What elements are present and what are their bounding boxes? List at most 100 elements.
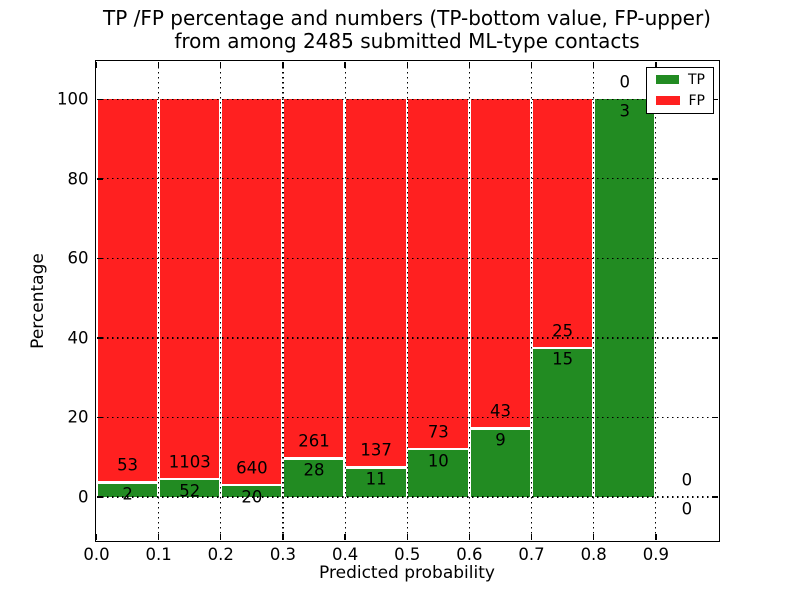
legend-entry-fp: FP	[656, 94, 705, 108]
y-tick-left-100	[96, 98, 103, 100]
y-tick-right-60	[711, 257, 718, 260]
gridline-x-0.2	[220, 61, 222, 540]
x-tick-top-0.1	[157, 61, 160, 68]
x-tick-bottom-0.6	[468, 533, 471, 540]
bar-segment-fp-2	[222, 99, 282, 484]
bar-segment-tp-3	[284, 459, 344, 498]
fp-count-label-8: 0	[619, 72, 631, 92]
tp-count-label-9: 0	[681, 499, 693, 519]
fp-count-label-7: 25	[552, 321, 574, 341]
x-tick-bottom-0.2	[220, 533, 222, 540]
fp-count-label-9: 0	[681, 470, 693, 490]
tp-count-label-2: 20	[241, 487, 263, 507]
fp-count-label-2: 640	[236, 458, 268, 478]
x-tick-top-0.4	[344, 61, 346, 68]
bar-segment-fp-0	[97, 99, 158, 482]
chart-title-line2: from among 2485 submitted ML-type contac…	[174, 29, 640, 53]
x-tick-bottom-0.3	[282, 533, 284, 540]
x-tick-top-0.2	[220, 61, 222, 68]
fp-count-label-6: 43	[489, 401, 511, 421]
gridline-x-0.5	[406, 61, 408, 540]
x-tick-bottom-0.4	[344, 533, 346, 540]
gridline-y-40	[96, 337, 718, 339]
x-tick-label-0.4: 0.4	[331, 545, 359, 564]
x-tick-top-0.5	[406, 61, 408, 68]
bar-segment-tp-5	[408, 450, 468, 498]
chart-title-line1: TP /FP percentage and numbers (TP-bottom…	[103, 6, 711, 30]
x-tick-label-0.7: 0.7	[518, 545, 545, 564]
y-tick-left-0	[96, 496, 103, 498]
y-axis-label: Percentage	[28, 253, 48, 349]
chart-title: TP /FP percentage and numbers (TP-bottom…	[103, 7, 711, 53]
bar-segment-tp-8	[594, 99, 655, 498]
bar-segment-fp-7	[532, 99, 593, 347]
x-tick-top-0.6	[468, 61, 471, 68]
gridline-y-0	[96, 496, 718, 498]
tp-count-label-6: 9	[495, 430, 506, 450]
x-tick-bottom-0.8	[593, 533, 595, 540]
y-tick-right-80	[711, 178, 718, 180]
y-tick-left-40	[96, 337, 103, 339]
y-tick-right-40	[711, 337, 718, 339]
fp-count-label-1: 1103	[168, 452, 211, 472]
y-tick-left-20	[96, 416, 103, 419]
x-tick-label-0.8: 0.8	[580, 545, 607, 564]
legend-label-fp: FP	[688, 92, 706, 109]
x-tick-label-0.3: 0.3	[269, 545, 297, 564]
y-tick-right-100	[711, 98, 718, 100]
legend: TP FP	[646, 66, 714, 114]
bar-segment-tp-2	[222, 486, 282, 498]
bar-segment-tp-7	[532, 349, 593, 498]
x-tick-top-0.9	[655, 61, 657, 68]
tp-count-label-1: 52	[179, 481, 201, 501]
gridline-y-80	[96, 178, 718, 180]
y-tick-label-60: 60	[67, 248, 89, 268]
x-tick-bottom-0.5	[406, 533, 408, 540]
tp-count-label-5: 10	[427, 451, 449, 471]
x-tick-bottom-0.7	[530, 533, 533, 540]
tp-count-label-7: 15	[552, 349, 574, 369]
x-tick-label-0.0: 0.0	[83, 545, 110, 564]
fp-count-label-0: 53	[117, 455, 139, 475]
legend-label-tp: TP	[688, 71, 705, 88]
y-tick-left-60	[96, 257, 103, 260]
bar-segment-tp-0	[97, 483, 158, 498]
tp-count-label-3: 28	[303, 460, 325, 480]
x-tick-label-0.2: 0.2	[207, 545, 234, 564]
legend-swatch-tp	[656, 75, 679, 84]
fp-count-label-3: 261	[298, 431, 330, 451]
tp-count-label-0: 2	[122, 484, 133, 504]
x-tick-label-0.1: 0.1	[145, 545, 172, 564]
gridline-x-0.6	[468, 61, 470, 540]
bar-segment-fp-1	[159, 99, 220, 478]
legend-entry-tp: TP	[656, 73, 705, 87]
fp-count-label-4: 137	[360, 440, 392, 460]
x-tick-top-0.7	[530, 61, 533, 68]
gridline-y-60	[96, 257, 718, 259]
y-tick-label-100: 100	[57, 89, 89, 109]
tp-count-label-4: 11	[365, 469, 387, 489]
x-axis-label: Predicted probability	[319, 563, 495, 583]
gridline-x-0.9	[655, 61, 657, 540]
bar-segment-fp-5	[408, 99, 468, 448]
bar-segment-fp-4	[346, 99, 406, 467]
x-tick-label-0.9: 0.9	[642, 545, 669, 564]
x-tick-top-0.0	[95, 61, 98, 68]
x-tick-bottom-0.9	[655, 533, 657, 540]
gridline-x-0.1	[158, 61, 160, 540]
bar-segment-fp-6	[470, 99, 530, 427]
bar-segment-tp-4	[346, 468, 406, 498]
x-tick-top-0.8	[593, 61, 595, 68]
gridline-x-0.7	[530, 61, 533, 540]
y-tick-left-80	[96, 178, 103, 180]
x-tick-bottom-0.1	[157, 533, 160, 540]
gridline-x-0.3	[282, 61, 284, 540]
x-tick-label-0.6: 0.6	[456, 545, 483, 564]
y-tick-label-80: 80	[67, 169, 89, 189]
gridline-y-100	[96, 98, 718, 100]
gridline-x-0.4	[344, 61, 346, 540]
y-tick-label-20: 20	[67, 407, 89, 427]
y-tick-right-0	[711, 496, 718, 498]
gridline-y-20	[96, 416, 718, 419]
